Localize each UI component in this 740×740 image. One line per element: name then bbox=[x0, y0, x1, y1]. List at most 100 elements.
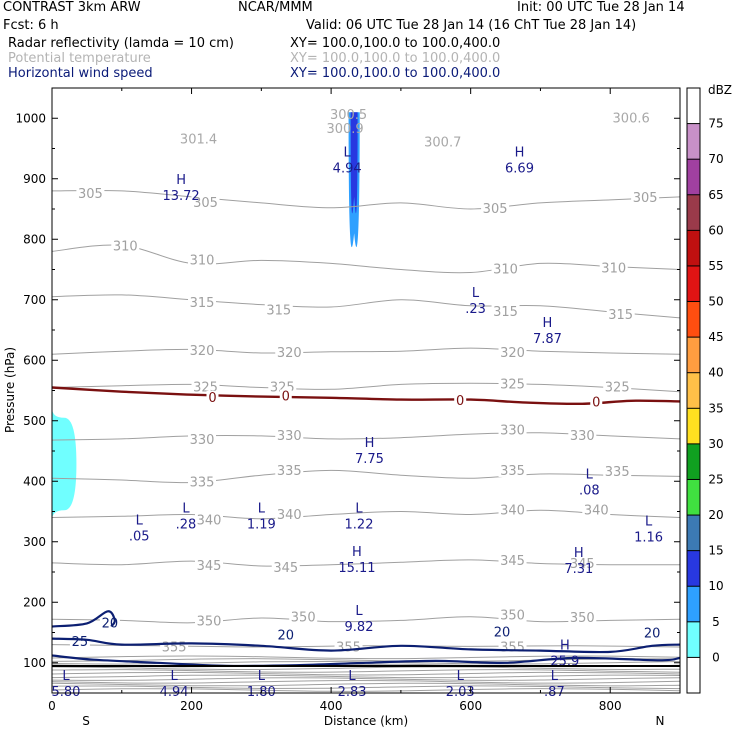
wind-contour-label: 20 bbox=[275, 628, 296, 644]
theta-contour-label: 310 bbox=[188, 253, 217, 268]
theta-contour-label: 335 bbox=[188, 475, 217, 490]
svg-text:305: 305 bbox=[483, 202, 508, 217]
svg-text:20: 20 bbox=[277, 629, 294, 644]
field-xy-theta: XY= 100.0,100.0 to 100.0,400.0 bbox=[290, 51, 501, 66]
theta-contour bbox=[52, 644, 680, 648]
upper-theta-line bbox=[52, 674, 680, 679]
reflectivity-layer bbox=[52, 112, 360, 521]
theta-contour-label: 350 bbox=[568, 610, 597, 626]
hl-value: .87 bbox=[544, 685, 565, 700]
colorbar-swatch bbox=[687, 372, 700, 409]
colorbar-swatch bbox=[687, 408, 700, 445]
theta-min-label: 300.5 bbox=[330, 108, 367, 123]
theta-min-label: 300.6 bbox=[613, 111, 650, 126]
wind-contour-label: 20 bbox=[642, 626, 663, 642]
svg-text:325: 325 bbox=[500, 377, 525, 392]
colorbar-label: 25 bbox=[708, 472, 723, 486]
upper-theta-line bbox=[52, 671, 680, 676]
colorbar-swatch bbox=[687, 621, 700, 658]
theta-contour-label: 315 bbox=[606, 307, 635, 323]
x-tick-label: 200 bbox=[180, 699, 203, 713]
theta-contour-label: 345 bbox=[568, 557, 597, 572]
hl-value: 1.22 bbox=[345, 517, 374, 532]
theta-contour-label: 310 bbox=[491, 262, 520, 278]
colorbar-label: 0 bbox=[712, 650, 720, 664]
reflectivity-cell bbox=[350, 112, 358, 214]
freezing-label: 0 bbox=[454, 393, 467, 409]
colorbar-swatch bbox=[687, 550, 700, 587]
hl-value: 4.94 bbox=[333, 162, 362, 177]
svg-text:0: 0 bbox=[592, 396, 600, 411]
colorbar-label: 15 bbox=[708, 544, 723, 558]
field-name-wind: Horizontal wind speed bbox=[8, 66, 153, 81]
y-tick-label: 400 bbox=[23, 474, 46, 488]
upper-theta-line bbox=[52, 666, 680, 671]
colorbar-frame bbox=[686, 87, 701, 694]
hl-letter: H bbox=[574, 546, 584, 561]
svg-text:325: 325 bbox=[605, 380, 630, 395]
hl-value: 7.87 bbox=[533, 332, 562, 347]
theta-contour-label: 315 bbox=[491, 304, 520, 320]
svg-text:340: 340 bbox=[584, 503, 609, 518]
colorbar-label: 35 bbox=[708, 401, 723, 415]
theta-contour-label: 320 bbox=[498, 345, 527, 361]
wind-contour-label: 20 bbox=[492, 625, 513, 641]
svg-text:305: 305 bbox=[633, 191, 658, 206]
colorbar-swatch bbox=[687, 586, 700, 623]
theta-contour-label: 320 bbox=[275, 345, 304, 361]
svg-text:305: 305 bbox=[193, 196, 218, 211]
hl-marker: L4.94 bbox=[333, 146, 362, 177]
theta-contour-label: 335 bbox=[275, 463, 304, 479]
y-axis-label: Pressure (hPa) bbox=[3, 347, 17, 433]
hl-value: 1.19 bbox=[247, 517, 276, 532]
colorbar-label: 45 bbox=[708, 330, 723, 344]
y-tick-label: 300 bbox=[23, 535, 46, 549]
hl-letter: H bbox=[515, 146, 525, 161]
svg-text:305: 305 bbox=[78, 187, 103, 202]
theta-contour-label: 325 bbox=[603, 380, 632, 395]
wind-contour bbox=[52, 654, 680, 668]
colorbar-label: 55 bbox=[708, 259, 723, 273]
hl-marker: L4.94 bbox=[160, 669, 189, 700]
field-xy-wind: XY= 100.0,100.0 to 100.0,400.0 bbox=[290, 66, 501, 81]
svg-text:310: 310 bbox=[493, 263, 518, 278]
hl-value: .05 bbox=[129, 529, 150, 544]
svg-text:340: 340 bbox=[277, 508, 302, 523]
hl-letter: L bbox=[355, 604, 363, 619]
theta-contour-label: 350 bbox=[195, 614, 223, 630]
theta-min-label: 300.7 bbox=[424, 135, 461, 150]
upper-theta-line bbox=[52, 669, 680, 673]
hl-value: 4.94 bbox=[160, 685, 189, 700]
hl-marker: L2.83 bbox=[338, 669, 367, 700]
theta-contour-label: 330 bbox=[275, 428, 304, 444]
theta-contour-label: 345 bbox=[195, 558, 223, 574]
hl-letter: L bbox=[586, 467, 594, 482]
hl-marker: L.05 bbox=[129, 513, 150, 544]
theta-contour-label: 350 bbox=[289, 610, 318, 625]
hl-letter: H bbox=[365, 436, 375, 451]
theta-contour-label: 305 bbox=[631, 191, 660, 206]
svg-text:345: 345 bbox=[197, 559, 222, 574]
y-tick-label: 700 bbox=[23, 293, 46, 307]
colorbar-swatch bbox=[687, 337, 700, 374]
hl-marker: L.23 bbox=[465, 286, 486, 317]
hl-value: 9.82 bbox=[345, 620, 374, 635]
theta-min-label: 301.4 bbox=[180, 132, 217, 147]
theta-contour bbox=[52, 469, 680, 484]
svg-text:335: 335 bbox=[500, 464, 525, 479]
field-name-theta: Potential temperature bbox=[8, 51, 151, 66]
svg-text:310: 310 bbox=[601, 261, 626, 276]
colorbar-swatch bbox=[687, 301, 700, 338]
colorbar-swatch bbox=[687, 479, 700, 516]
hl-letter: L bbox=[355, 501, 363, 516]
plot-background bbox=[52, 88, 680, 693]
hl-value: 2.03 bbox=[446, 685, 475, 700]
theta-contour bbox=[52, 189, 680, 210]
theta-contour-label: 340 bbox=[195, 513, 223, 529]
hl-value: .23 bbox=[465, 302, 486, 317]
svg-text:345: 345 bbox=[570, 557, 595, 572]
hl-marker: H13.72 bbox=[162, 173, 199, 204]
theta-contour-label: 330 bbox=[568, 428, 597, 444]
svg-text:350: 350 bbox=[500, 609, 525, 624]
